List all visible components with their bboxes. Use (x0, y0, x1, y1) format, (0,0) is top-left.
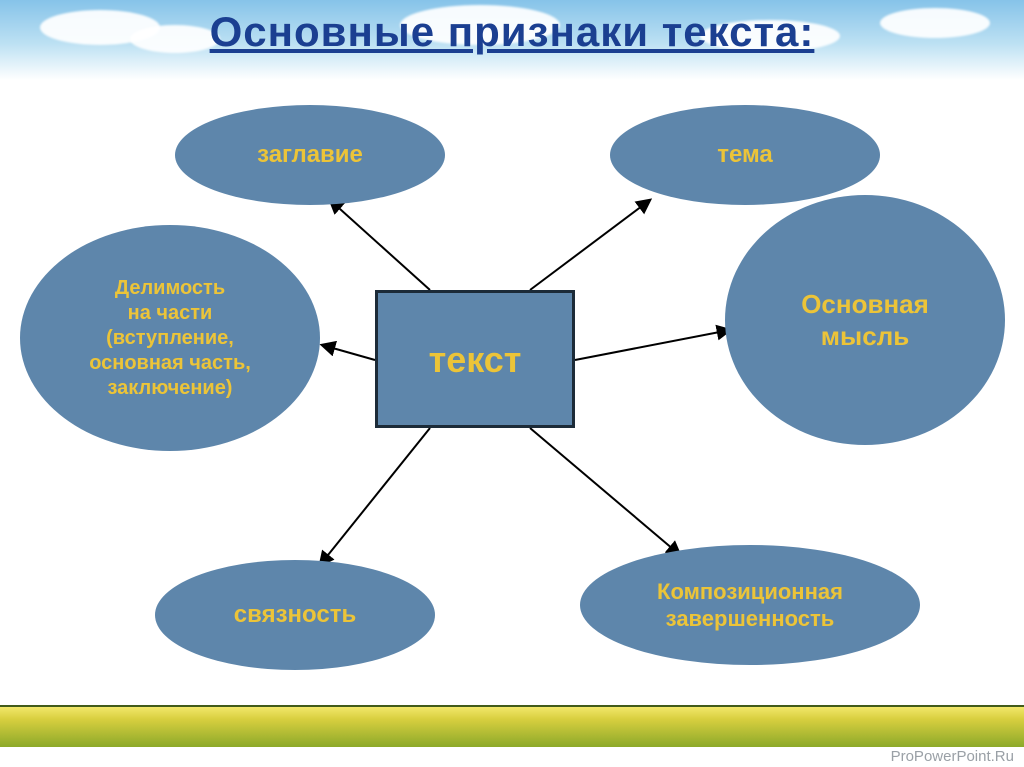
diagram-node: Основная мысль (725, 195, 1005, 445)
slide: Основные признаки текста: текст заглавие т… (0, 0, 1024, 767)
center-node: текст (375, 290, 575, 428)
diagram-node: заглавие (175, 105, 445, 205)
slide-title: Основные признаки текста: (0, 8, 1024, 56)
grass-banner (0, 707, 1024, 747)
watermark: ProPowerPoint.Ru (891, 748, 1014, 765)
diagram-node: связность (155, 560, 435, 670)
diagram-node: тема (610, 105, 880, 205)
diagram-node: Композиционная завершенность (580, 545, 920, 665)
diagram-node: Делимость на части (вступление, основная… (20, 225, 320, 451)
